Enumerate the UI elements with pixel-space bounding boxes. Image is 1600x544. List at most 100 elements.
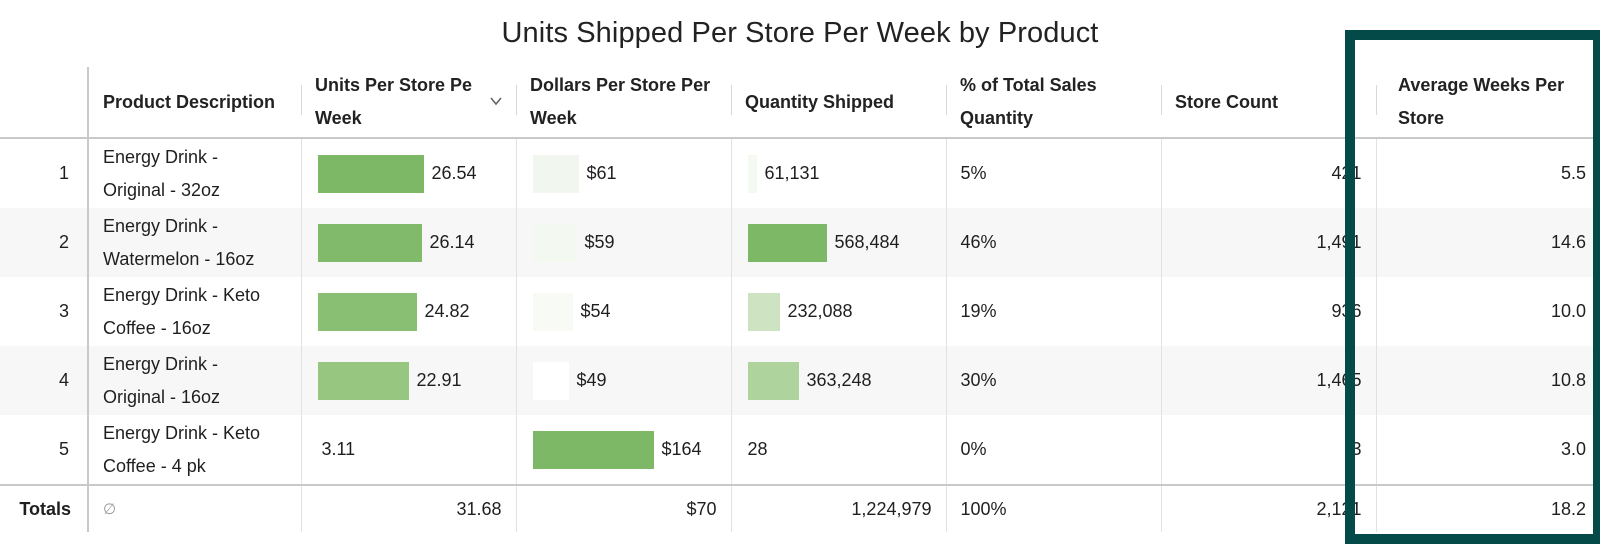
data-bar-value: 363,248	[806, 370, 872, 390]
row-index: 5	[0, 415, 89, 485]
cell-dollars: $59	[516, 208, 732, 277]
data-bar-cell: $54	[517, 277, 731, 346]
data-bar	[532, 154, 579, 193]
cell-average-weeks: 10.0	[1550, 301, 1586, 321]
data-bar-cell: 22.91	[302, 346, 516, 415]
product-name-line2: Original - 32oz	[103, 179, 221, 200]
header-label: Dollars Per Store Per	[530, 75, 711, 95]
cell-store-count: 936	[1161, 277, 1377, 346]
cell-product-description: Energy Drink - Keto Coffee - 4 pk	[88, 415, 302, 485]
cell-quantity: 363,248	[731, 346, 947, 415]
cell-units: 26.54	[301, 138, 517, 208]
header-label: % of Total Sales	[960, 75, 1097, 95]
data-bar	[532, 223, 577, 262]
header-units-per-store-per-week[interactable]: Units Per Store Pe Week	[301, 67, 516, 139]
data-bar-value: 24.82	[424, 301, 470, 321]
data-bar-value: 568,484	[834, 232, 900, 252]
header-index	[0, 67, 89, 139]
data-bar-value: $164	[661, 439, 702, 459]
product-name-line1: Energy Drink -	[103, 353, 219, 374]
cell-product-description: Energy Drink - Watermelon - 16oz	[88, 208, 302, 277]
totals-product-null: ∅	[88, 484, 302, 532]
cell-dollars: $49	[516, 346, 732, 415]
totals-pct: 100%	[946, 484, 1162, 532]
header-label-line2: Store	[1398, 108, 1445, 128]
data-bar	[747, 292, 780, 331]
data-bar	[532, 430, 654, 469]
data-bar-cell: 232,088	[732, 277, 946, 346]
data-bar-cell: 24.82	[302, 277, 516, 346]
totals-dollars: $70	[516, 484, 732, 532]
data-bar-cell: $61	[517, 139, 731, 208]
data-table: Product Description Units Per Store Pe W…	[0, 67, 1600, 532]
data-bar-cell: $164	[517, 415, 731, 484]
cell-store-count: 1,465	[1161, 346, 1377, 415]
table-row[interactable]: 3 Energy Drink - Keto Coffee - 16oz 24.82 $5…	[0, 277, 1600, 346]
data-bar-value: $59	[584, 232, 615, 252]
data-bar-cell: 61,131	[732, 139, 946, 208]
cell-quantity: 568,484	[731, 208, 947, 277]
product-name-line1: Energy Drink - Keto	[103, 284, 261, 305]
data-bar-value: $54	[580, 301, 611, 321]
data-bar-cell: 26.14	[302, 208, 516, 277]
header-store-count[interactable]: Store Count	[1161, 67, 1376, 139]
table-row[interactable]: 1 Energy Drink - Original - 32oz 26.54 $61 61…	[0, 138, 1600, 208]
data-bar-value: 26.14	[429, 232, 475, 252]
data-bar-value: 3.11	[321, 439, 356, 459]
totals-units: 31.68	[301, 484, 517, 532]
header-pct-total-sales-quantity[interactable]: % of Total Sales Quantity	[946, 67, 1161, 139]
product-name-line2: Coffee - 4 pk	[103, 455, 206, 476]
cell-dollars: $54	[516, 277, 732, 346]
data-bar	[532, 361, 569, 400]
header-label: Quantity Shipped	[745, 91, 895, 112]
table-row[interactable]: 4 Energy Drink - Original - 16oz 22.91 $49 36…	[0, 346, 1600, 415]
data-bar-value: $49	[576, 370, 607, 390]
cell-pct-total-sales: 19%	[946, 277, 1162, 346]
header-product-description[interactable]: Product Description	[88, 67, 301, 139]
table-row[interactable]: 2 Energy Drink - Watermelon - 16oz 26.14 $59…	[0, 208, 1600, 277]
product-name-line1: Energy Drink -	[103, 146, 219, 167]
data-bar	[317, 154, 424, 193]
header-label-line2: Week	[530, 108, 577, 128]
header-average-weeks-per-store[interactable]: Average Weeks Per Store	[1376, 67, 1600, 139]
header-label: Store Count	[1175, 91, 1278, 112]
header-label: Product Description	[103, 91, 276, 112]
header-row: Product Description Units Per Store Pe W…	[0, 67, 1600, 139]
cell-units: 22.91	[301, 346, 517, 415]
product-name-line2: Original - 16oz	[103, 386, 221, 407]
data-bar-cell: 28	[732, 415, 946, 484]
header-label: Units Per Store Pe	[315, 75, 473, 95]
header-quantity-shipped[interactable]: Quantity Shipped	[731, 67, 946, 139]
data-bar-cell: 363,248	[732, 346, 946, 415]
product-name-line2: Watermelon - 16oz	[103, 248, 255, 269]
cell-store-count: 1,491	[1161, 208, 1377, 277]
cell-dollars: $61	[516, 138, 732, 208]
row-index: 4	[0, 346, 89, 415]
row-index: 2	[0, 208, 89, 277]
data-bar-value: $61	[586, 163, 617, 183]
cell-pct-total-sales: 46%	[946, 208, 1162, 277]
chevron-down-icon[interactable]	[488, 93, 504, 109]
cell-average-weeks: 10.8	[1376, 346, 1600, 415]
cell-store-count: 421	[1161, 138, 1377, 208]
cell-pct-total-sales: 0%	[946, 415, 1162, 485]
header-label-line2: Quantity	[960, 108, 1034, 128]
row-index: 1	[0, 138, 89, 208]
cell-product-description: Energy Drink - Original - 16oz	[88, 346, 302, 415]
data-bar	[317, 223, 422, 262]
cell-store-count: 3	[1161, 415, 1377, 485]
product-name-line1: Energy Drink - Keto	[103, 422, 261, 443]
totals-avgweeks: 18.2	[1376, 484, 1600, 532]
totals-quantity: 1,224,979	[731, 484, 947, 532]
cell-product-description: Energy Drink - Keto Coffee - 16oz	[88, 277, 302, 346]
cell-units: 24.82	[301, 277, 517, 346]
data-bar-value: 22.91	[416, 370, 462, 390]
data-bar	[317, 361, 409, 400]
data-bar-value: 61,131	[764, 163, 820, 183]
header-dollars-per-store-per-week[interactable]: Dollars Per Store Per Week	[516, 67, 731, 139]
row-index: 3	[0, 277, 89, 346]
header-label: Average Weeks Per	[1398, 75, 1565, 95]
cell-pct-total-sales: 5%	[946, 138, 1162, 208]
table-row[interactable]: 5 Energy Drink - Keto Coffee - 4 pk 3.11 $16…	[0, 415, 1600, 485]
data-bar	[317, 292, 417, 331]
